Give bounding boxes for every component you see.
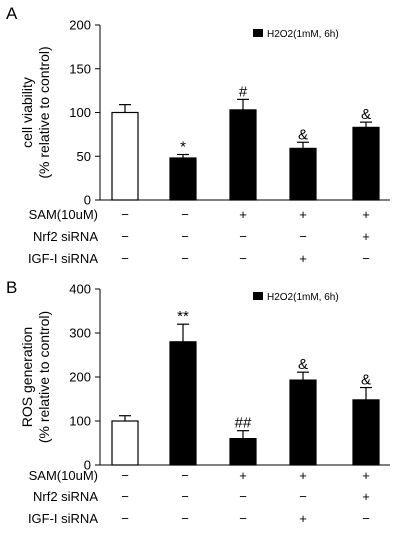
condition-symbol-b: + [299,468,307,483]
condition-label-b: Nrf2 siRNA [33,489,98,504]
significance-label-a: & [298,126,308,143]
condition-symbol-b: − [239,489,247,504]
condition-symbol-a: + [299,251,307,266]
y-tick-label-b: 300 [69,326,91,341]
condition-symbol-a: − [181,229,189,244]
condition-label-a: Nrf2 siRNA [33,229,98,244]
condition-symbol-b: − [121,468,129,483]
bar-a [352,126,380,201]
significance-label-b: ## [235,415,252,432]
panel-b: B 0 100 200 300 400 ROS generation (% relative … [6,278,390,526]
y-tick-label-b: 400 [69,282,91,297]
legend-label-b: H2O2(1mM, 6h) [267,292,339,303]
y-axis-label-line1-b: ROS generation [19,327,35,427]
y-tick-label-b: 0 [84,458,91,473]
condition-symbol-a: + [299,207,307,222]
y-tick-label-a: 100 [69,105,91,120]
condition-symbol-b: − [181,468,189,483]
condition-label-a: SAM(10uM) [29,207,98,222]
panel-a: A 0 50 100 150 200 cell viability (% relative t… [6,4,390,266]
bar-b [169,341,197,466]
bar-a [169,157,197,201]
y-tick-label-a: 50 [77,149,91,164]
panel-letter-b: B [6,278,17,297]
legend-swatch-a [253,29,263,37]
condition-symbol-b: − [362,511,370,526]
y-tick-label-b: 100 [69,414,91,429]
condition-symbol-a: + [239,207,247,222]
y-axis-label-line1-a: cell viability [19,77,35,148]
legend-swatch-b [253,292,263,300]
significance-label-b: ** [177,308,189,325]
significance-label-a: & [361,106,371,123]
panel-letter-a: A [6,4,18,23]
condition-label-b: SAM(10uM) [29,468,98,483]
y-axis-label-line2-b: (% relative to control) [36,311,52,443]
condition-symbol-a: − [121,229,129,244]
condition-symbol-a: − [239,229,247,244]
y-tick-label-b: 200 [69,370,91,385]
significance-label-a: * [180,139,186,156]
condition-symbol-b: + [239,468,247,483]
significance-label-b: & [361,372,371,389]
condition-symbol-a: − [299,229,307,244]
y-axis-label-line2-a: (% relative to control) [36,46,52,178]
y-tick-label-a: 150 [69,61,91,76]
condition-symbol-b: − [239,511,247,526]
condition-symbol-a: + [362,207,370,222]
condition-symbol-b: + [362,489,370,504]
condition-symbol-a: − [121,207,129,222]
condition-symbol-b: + [362,468,370,483]
condition-symbol-b: − [181,489,189,504]
bar-b [111,420,139,466]
condition-symbol-a: − [181,251,189,266]
condition-label-a: IGF-I siRNA [28,251,98,266]
bar-b [229,438,257,466]
condition-label-b: IGF-I siRNA [28,511,98,526]
bar-b [289,379,317,466]
bar-a [111,111,139,201]
condition-symbol-a: + [362,229,370,244]
condition-symbol-a: − [239,251,247,266]
bar-a [289,147,317,201]
y-tick-label-a: 200 [69,18,91,33]
condition-symbol-b: − [299,489,307,504]
condition-symbol-b: − [121,511,129,526]
bar-b [352,399,380,466]
condition-symbol-a: − [121,251,129,266]
y-tick-label-a: 0 [84,193,91,208]
condition-symbol-b: − [121,489,129,504]
legend-label-a: H2O2(1mM, 6h) [267,29,339,40]
significance-label-a: # [239,83,248,100]
condition-symbol-a: − [362,251,370,266]
condition-symbol-a: − [181,207,189,222]
significance-label-b: & [298,356,308,373]
bar-a [229,109,257,201]
condition-symbol-b: + [299,511,307,526]
condition-symbol-b: − [181,511,189,526]
